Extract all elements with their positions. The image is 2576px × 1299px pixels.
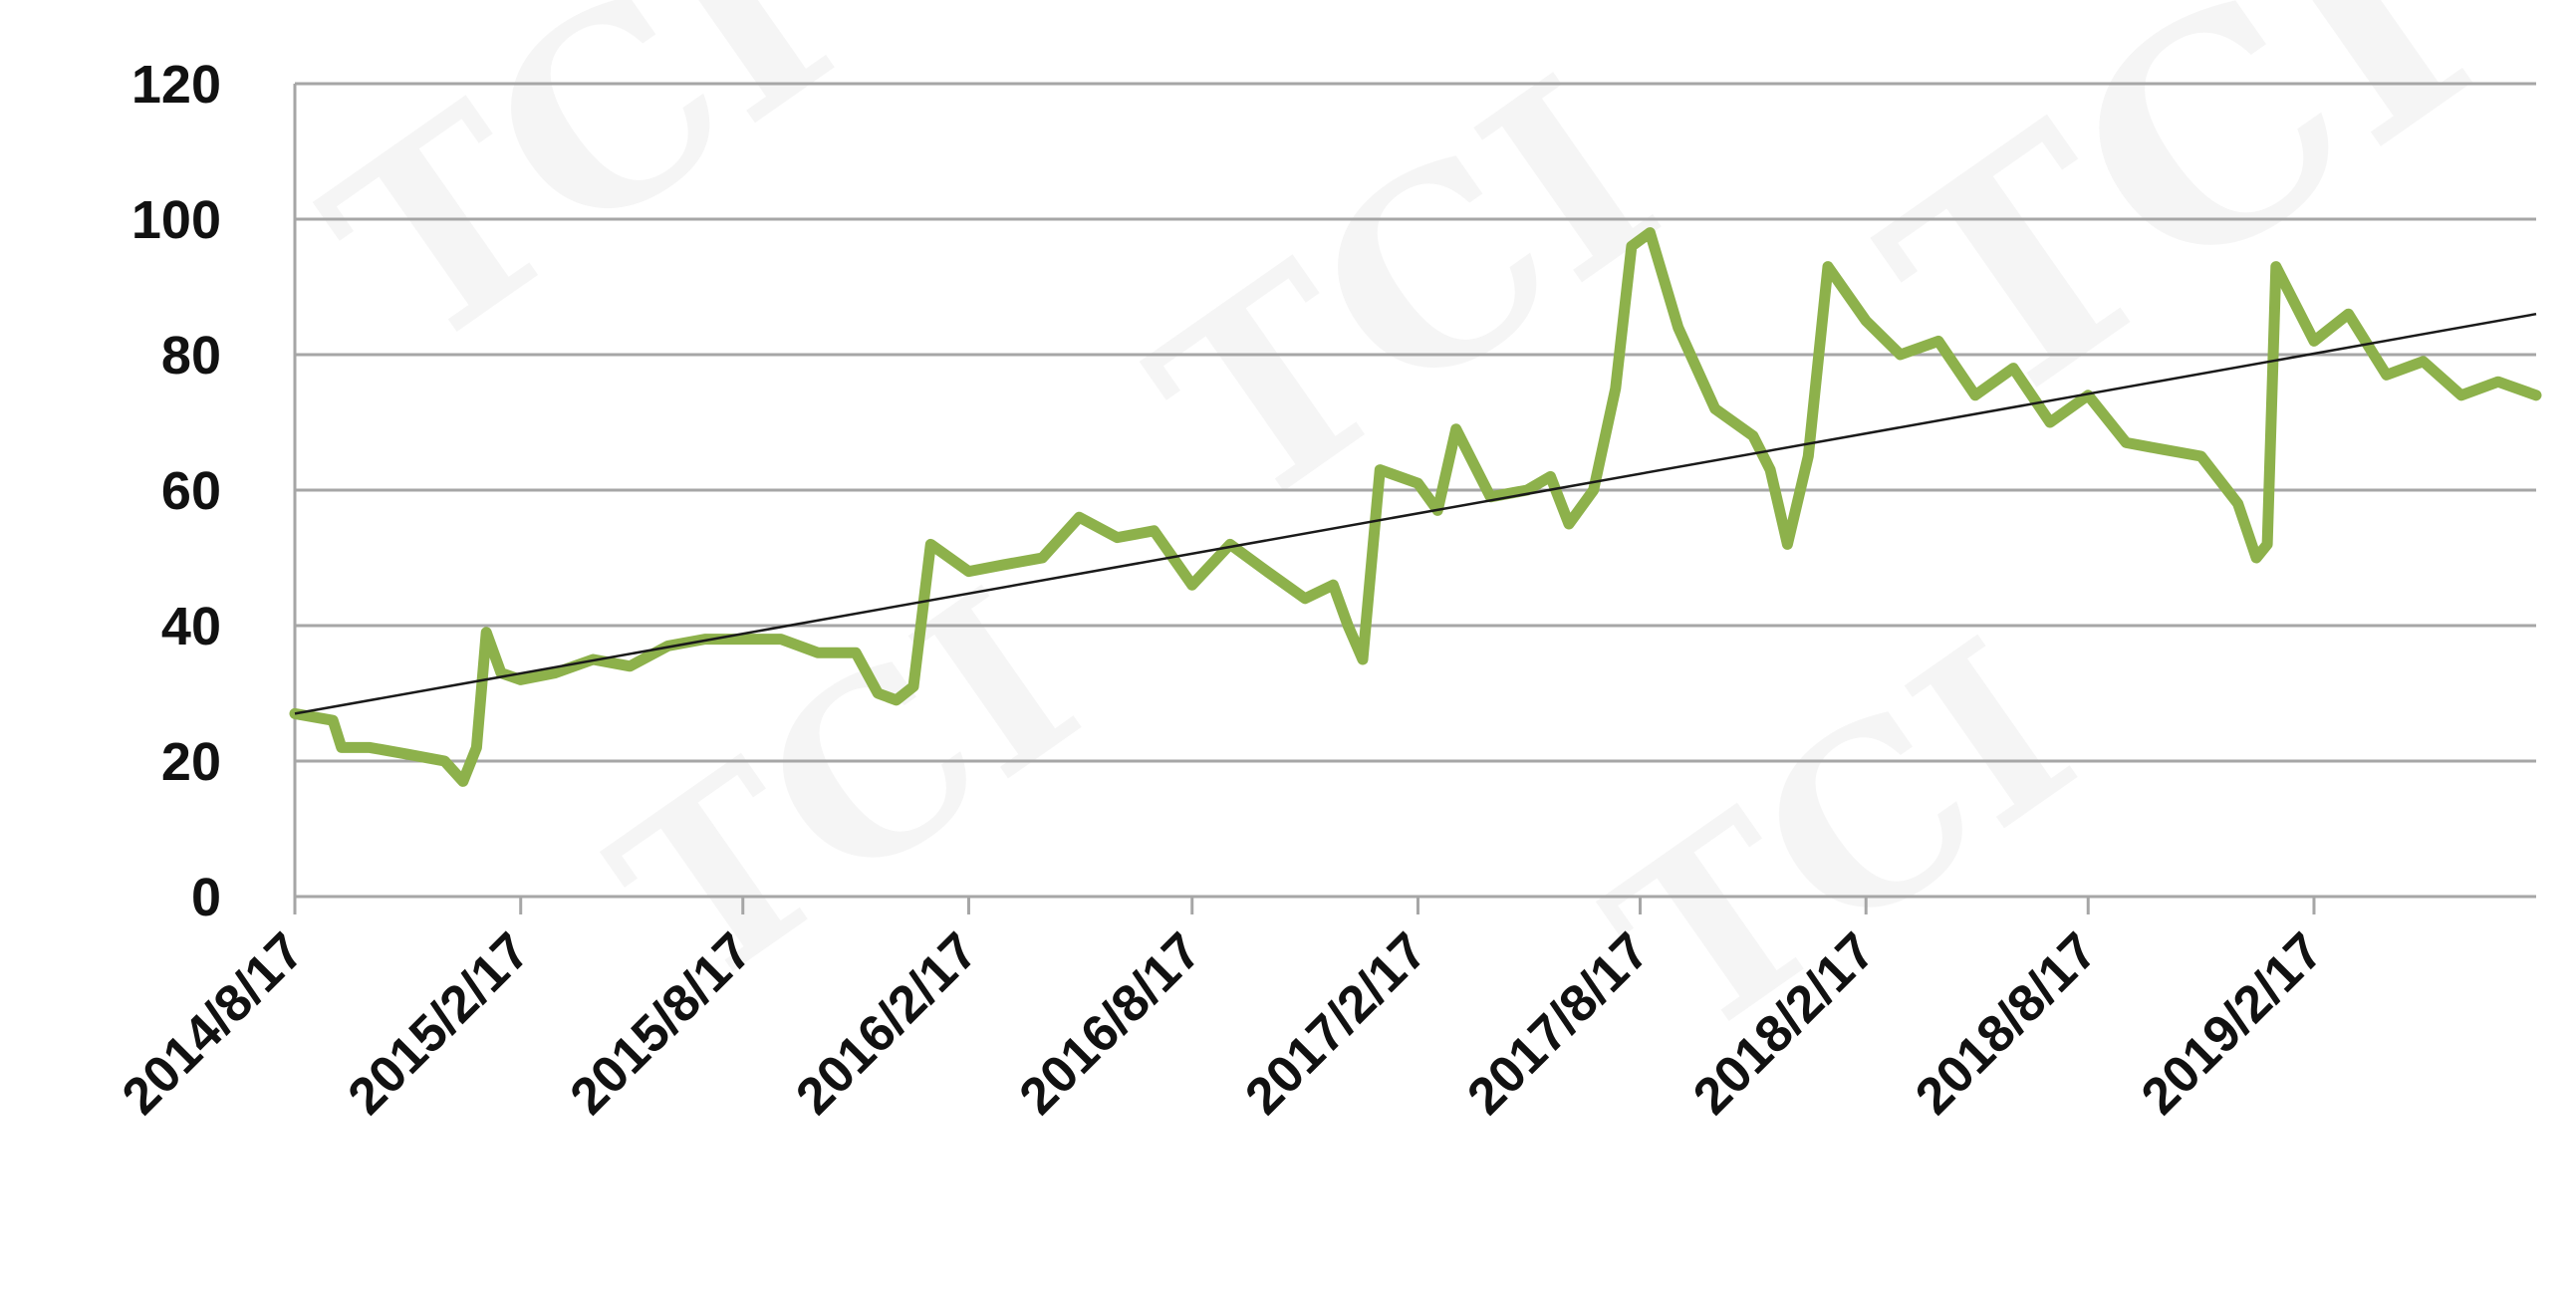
watermark-logo: TCI	[280, 0, 881, 409]
x-tick-label: 2016/8/17	[1009, 921, 1213, 1126]
axis-layer	[293, 84, 2536, 914]
grid-layer	[295, 82, 2536, 763]
x-tick-label: 2015/2/17	[338, 921, 542, 1126]
trendline	[294, 312, 2537, 715]
y-tick-label: 80	[161, 326, 221, 386]
x-axis-tick-labels: 2014/8/17 2015/2/17 2015/8/17 2016/2/17 2016…	[112, 921, 2335, 1126]
y-tick-label: 120	[131, 55, 221, 115]
series-layer	[289, 227, 2542, 787]
data-series-line	[289, 227, 2542, 787]
y-tick-label: 60	[161, 461, 221, 521]
y-tick-label: 20	[161, 732, 221, 792]
x-tick-label: 2017/2/17	[1234, 921, 1438, 1126]
watermark-logo: TCI	[569, 537, 1123, 1042]
x-tick-label: 2017/8/17	[1456, 921, 1661, 1126]
watermark-logo: TCI	[1831, 0, 2524, 476]
y-tick-label: 0	[191, 868, 221, 927]
x-tick-label: 2019/2/17	[2131, 921, 2335, 1126]
watermark-logo: TCI	[1107, 22, 1707, 569]
x-tick-label: 2018/8/17	[1905, 921, 2109, 1126]
y-tick-label: 40	[161, 597, 221, 656]
y-axis-tick-labels: 0 20 40 60 80 100 120	[131, 55, 221, 927]
y-tick-label: 100	[131, 190, 221, 250]
x-tick-label: 2014/8/17	[112, 921, 316, 1126]
